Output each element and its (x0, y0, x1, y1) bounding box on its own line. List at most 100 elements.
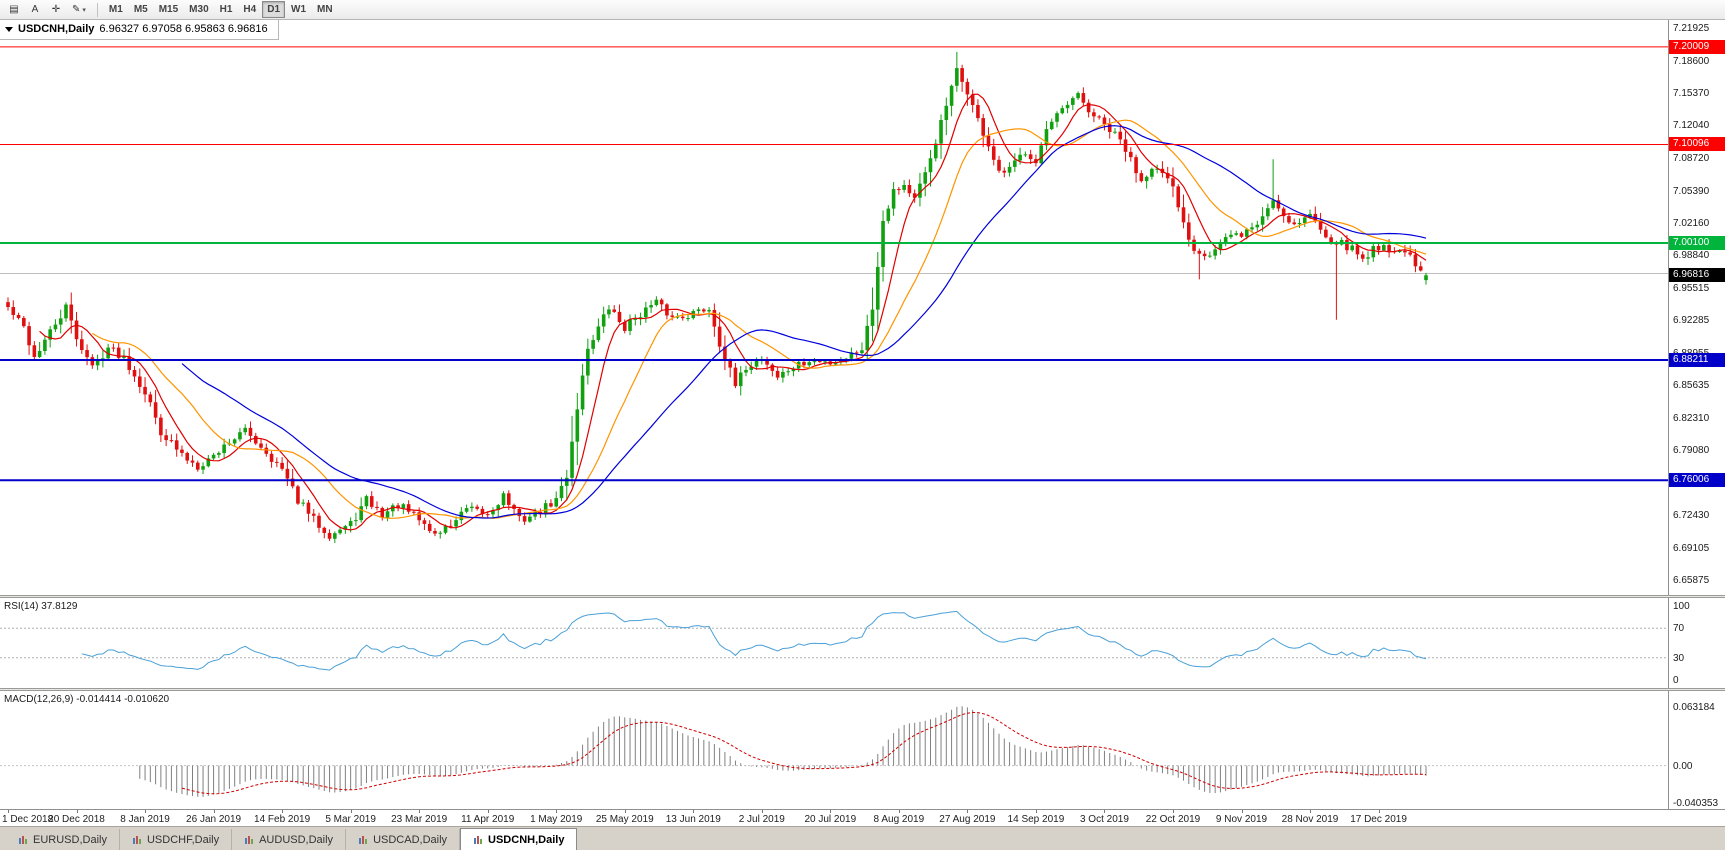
tab-label: EURUSD,Daily (33, 833, 107, 846)
timeframe-button-h4[interactable]: H4 (238, 1, 261, 18)
rsi-axis[interactable]: 100 70 30 0 (1668, 598, 1725, 688)
time-axis-label: 8 Jan 2019 (120, 814, 170, 825)
time-axis-label: 22 Oct 2019 (1145, 814, 1201, 825)
price-axis-tick: 7.08720 (1673, 153, 1710, 165)
time-axis-tick (1241, 810, 1243, 813)
time-axis-label: 1 Dec 2018 (2, 814, 54, 825)
macd-axis-tick: 0.063184 (1673, 702, 1715, 713)
macd-canvas[interactable] (0, 691, 1668, 809)
price-axis[interactable]: 7.21925 7.18600 7.15370 7.12040 7.08720 7.053… (1668, 20, 1725, 595)
pane-resize-handle[interactable] (0, 595, 1725, 598)
price-axis-tick: 6.85635 (1673, 380, 1710, 392)
price-axis-tick: 7.21925 (1673, 23, 1710, 34)
price-axis-tick: 7.12040 (1673, 120, 1710, 132)
toolbar-text-tool-button[interactable]: A (25, 1, 45, 18)
chart-symbol-label: USDCNH,Daily (18, 23, 95, 35)
time-axis-tick (145, 810, 147, 813)
time-axis[interactable]: 1 Dec 2018 20 Dec 2018 8 Jan 2019 26 Jan 20… (0, 809, 1725, 826)
time-axis-tick (1310, 810, 1312, 813)
time-axis-tick (76, 810, 78, 813)
chart-tab-bar: EURUSD,Daily USDCHF,Daily AUDUSD,Daily USDC… (0, 826, 1725, 850)
moving-average-line-1 (39, 93, 1427, 531)
time-axis-tick (350, 810, 352, 813)
time-axis-tick (1378, 810, 1380, 813)
tab-chart-icon (359, 835, 368, 844)
toolbar-draw-tool-button[interactable]: ✎ ▾ (67, 1, 91, 18)
price-axis-tick: 6.69105 (1673, 543, 1710, 555)
timeframe-button-d1[interactable]: D1 (262, 1, 286, 18)
time-axis-tick (556, 810, 558, 813)
macd-axis[interactable]: 0.063184 0.00 -0.040353 (1668, 691, 1725, 809)
timeframe-button-m15[interactable]: M15 (154, 1, 183, 18)
symbol-tab-usdcnh[interactable]: USDCNH,Daily (460, 828, 578, 850)
time-axis-label: 23 Mar 2019 (391, 814, 448, 825)
rsi-axis-tick: 70 (1673, 623, 1685, 635)
pane-resize-handle[interactable] (0, 688, 1725, 691)
rsi-axis-tick: 30 (1673, 652, 1685, 664)
price-level-badge: 7.20009 (1669, 39, 1725, 54)
macd-axis-tick: -0.040353 (1673, 798, 1719, 809)
tab-chart-icon (19, 835, 27, 844)
tab-chart-icon (474, 835, 483, 844)
time-axis-tick (419, 810, 421, 813)
tab-label: AUDUSD,Daily (259, 833, 334, 846)
timeframe-button-m5[interactable]: M5 (129, 1, 153, 18)
time-axis-tick (1035, 810, 1037, 813)
rsi-axis-tick: 0 (1673, 675, 1679, 686)
toolbar-chart-list-button[interactable]: ▤ (4, 1, 24, 18)
candles-layer (6, 51, 1428, 544)
price-level-badge: 6.76006 (1669, 473, 1725, 488)
price-axis-tick: 6.72430 (1673, 510, 1710, 522)
moving-average-line-3 (181, 125, 1427, 519)
chart-ohlc-values: 6.96327 6.97058 6.95863 6.96816 (99, 23, 268, 35)
chart-collapse-icon[interactable] (5, 26, 13, 32)
time-axis-label: 27 Aug 2019 (939, 814, 996, 825)
main-chart-pane[interactable]: USDCNH,Daily 6.96327 6.97058 6.95863 6.9… (0, 20, 1725, 595)
time-axis-label: 26 Jan 2019 (186, 814, 242, 825)
time-axis-tick (624, 810, 626, 813)
symbol-tab-usdchf[interactable]: USDCHF,Daily (120, 829, 233, 850)
time-axis-label: 28 Nov 2019 (1281, 814, 1339, 825)
timeframe-group: M1 M5 M15 M30 H1 H4 D1 W1 MN (104, 1, 338, 18)
symbol-tab-usdcad[interactable]: USDCAD,Daily (346, 829, 461, 850)
time-axis-label: 2 Jul 2019 (738, 814, 785, 825)
current-price-badge: 6.96816 (1669, 268, 1725, 283)
time-axis-label: 1 May 2019 (530, 814, 583, 825)
timeframe-button-w1[interactable]: W1 (286, 1, 311, 18)
timeframe-button-mn[interactable]: MN (312, 1, 338, 18)
price-axis-tick: 7.18600 (1673, 55, 1710, 67)
time-axis-tick (487, 810, 489, 813)
time-axis-label: 13 Jun 2019 (665, 814, 721, 825)
price-axis-tick: 6.79080 (1673, 444, 1710, 456)
tab-label: USDCAD,Daily (373, 833, 448, 846)
time-axis-tick (8, 810, 9, 813)
macd-pane[interactable]: MACD(12,26,9) -0.014414 -0.010620 0.0631… (0, 691, 1725, 809)
rsi-canvas[interactable] (0, 598, 1668, 688)
chart-title: USDCNH,Daily 6.96327 6.97058 6.95863 6.9… (0, 20, 279, 40)
time-axis-label: 8 Aug 2019 (873, 814, 925, 825)
main-chart-canvas[interactable] (0, 20, 1668, 595)
time-axis-tick (282, 810, 284, 813)
time-axis-tick (213, 810, 215, 813)
price-axis-tick: 7.05390 (1673, 185, 1710, 197)
timeframe-button-m1[interactable]: M1 (104, 1, 128, 18)
price-level-badge: 7.10096 (1669, 137, 1725, 152)
time-axis-tick (1104, 810, 1106, 813)
toolbar-separator (96, 2, 98, 17)
time-axis-label: 20 Dec 2018 (48, 814, 105, 825)
rsi-pane[interactable]: RSI(14) 37.8129 100 70 30 0 (0, 598, 1725, 688)
time-axis-tick (967, 810, 969, 813)
symbol-tab-audusd[interactable]: AUDUSD,Daily (232, 829, 347, 850)
tab-label: USDCNH,Daily (488, 833, 565, 846)
toolbar-crosshair-tool-button[interactable]: ✛ (46, 1, 66, 18)
price-axis-tick: 7.02160 (1673, 217, 1710, 229)
time-axis-label: 20 Jul 2019 (804, 814, 857, 825)
price-axis-tick: 6.92285 (1673, 314, 1710, 326)
macd-indicator-label: MACD(12,26,9) -0.014414 -0.010620 (4, 694, 170, 705)
timeframe-button-h1[interactable]: H1 (215, 1, 238, 18)
price-axis-tick: 6.95515 (1673, 283, 1710, 295)
macd-signal-line (181, 711, 1427, 795)
timeframe-button-m30[interactable]: M30 (184, 1, 213, 18)
symbol-tab-eurusd[interactable]: EURUSD,Daily (6, 829, 120, 850)
